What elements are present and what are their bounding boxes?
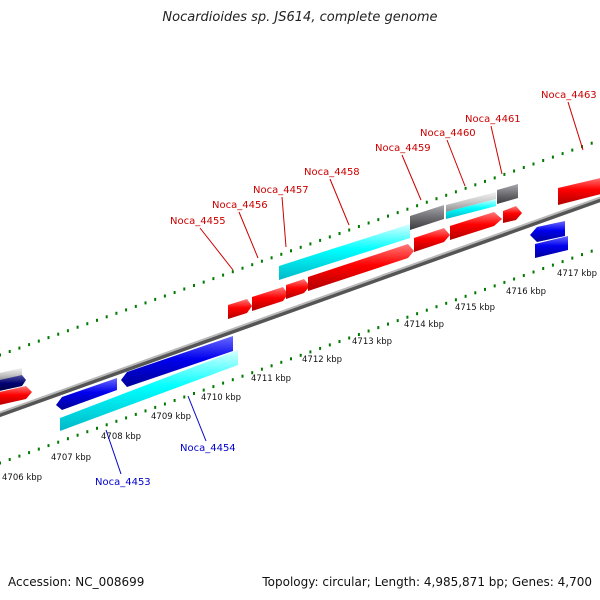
tick-label: 4706 kbp [2,473,42,483]
gene-forward [308,244,414,291]
gene-forward [228,299,252,319]
gene-label: Noca_4459 [375,143,431,154]
tick-label: 4717 kbp [557,269,597,279]
tick-label: 4707 kbp [51,453,91,463]
gene-forward [558,178,600,205]
gene-forward [252,287,288,311]
forward-gene-labels: Noca_4455 Noca_4456 Noca_4457 Noca_4458 … [170,90,597,227]
leader-line [446,139,466,187]
genome-info-text: Topology: circular; Length: 4,985,871 bp… [262,575,592,589]
leader-line [199,227,234,271]
gene-label: Noca_4455 [170,216,226,227]
gene-rna [497,184,518,204]
leader-line [281,196,287,248]
gene-label: Noca_4463 [541,90,597,101]
tick-label: 4716 kbp [506,287,546,297]
gene-forward [503,206,522,223]
accession-text: Accession: NC_008699 [8,575,145,589]
gene-reverse [535,236,568,258]
inner-tick-ring: 4706 kbp 4707 kbp 4708 kbp 4709 kbp 4710 kbp… [0,249,597,483]
gene-light [446,192,496,212]
gene-reverse [530,221,565,242]
gene-forward [286,279,310,299]
tick-label: 4711 kbp [251,374,291,384]
leader-line [105,429,122,475]
tick-label: 4713 kbp [352,337,392,347]
gene-light [0,368,22,380]
gene-label: Noca_4461 [465,114,521,125]
leader-line [187,395,207,442]
gene-label: Noca_4460 [420,128,476,139]
gene-label: Noca_4454 [180,443,236,454]
tick-label: 4708 kbp [101,432,141,442]
gene-cds-cyan [446,199,496,219]
label-leaders [105,101,584,475]
gene-navy [0,375,26,391]
gene-label: Noca_4456 [212,200,268,211]
map-title: Nocardioides sp. JS614, complete genome [162,10,438,25]
leader-line [329,178,350,226]
tick-label: 4710 kbp [201,393,241,403]
gene-cds-cyan [279,224,410,280]
gene-rna [410,205,444,230]
gene-forward [450,212,502,240]
gene-label: Noca_4457 [253,185,309,196]
tick-label: 4715 kbp [455,303,495,313]
outer-tick-ring [0,141,593,357]
leader-line [238,211,259,259]
feature-track [0,178,600,431]
gene-label: Noca_4458 [304,167,360,178]
backbone [0,196,600,414]
gene-forward [414,228,450,252]
gene-label: Noca_4453 [95,477,151,488]
tick-label: 4709 kbp [151,412,191,422]
leader-line [490,125,503,175]
backbone-shadow [0,196,600,418]
tick-label: 4714 kbp [404,320,444,330]
gene-cds-cyan [60,350,238,431]
leader-line [401,154,422,201]
tick-label: 4712 kbp [302,355,342,365]
gene-forward [0,386,32,405]
reverse-gene-labels: Noca_4453 Noca_4454 [95,443,236,488]
leader-line [567,101,584,151]
gene-reverse [56,378,117,410]
gene-reverse [121,336,233,387]
